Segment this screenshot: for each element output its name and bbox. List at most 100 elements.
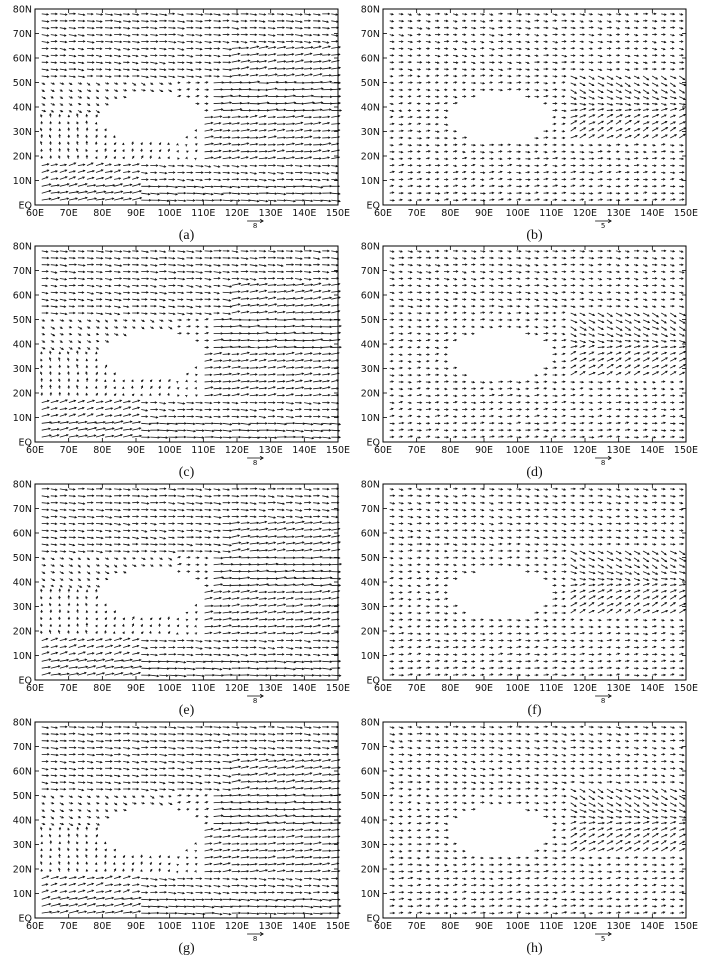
wind-vector [123, 68, 130, 71]
wind-vector [249, 129, 258, 132]
wind-vector [642, 127, 649, 132]
wind-vector-head [209, 33, 212, 37]
wind-vector [249, 41, 257, 43]
wind-vector-head [273, 52, 277, 56]
wind-vector-head [40, 127, 43, 131]
wind-vector-head [49, 147, 52, 151]
wind-vector-head [64, 169, 68, 172]
wind-vector-head [82, 13, 86, 17]
wind-vector-head [55, 54, 59, 57]
wind-vector-head [173, 41, 177, 44]
wind-vector [267, 34, 276, 37]
wind-vector-head [63, 54, 67, 57]
wind-vector-head [238, 94, 242, 98]
wind-vector-head [67, 127, 71, 130]
wind-vector-head [166, 199, 170, 203]
wind-vector-head [211, 135, 214, 138]
wind-vector-head [183, 199, 187, 203]
wind-vector-head [273, 27, 276, 30]
wind-vector-head [110, 170, 114, 173]
wind-vector-head [82, 163, 86, 166]
wind-vector-head [55, 26, 59, 29]
y-tick-label: 60N [361, 54, 380, 65]
wind-vector [41, 27, 49, 29]
wind-vector-head [229, 191, 232, 195]
wind-vector-head [81, 61, 85, 65]
wind-vector-head [202, 192, 206, 196]
wind-vector [59, 176, 68, 180]
wind-vector-head [76, 126, 79, 130]
wind-vector-head [283, 67, 287, 70]
wind-vector-head [112, 184, 116, 187]
wind-vector [276, 192, 286, 195]
wind-vector [249, 81, 260, 84]
wind-vector-head [190, 55, 194, 58]
wind-vector-head [73, 67, 77, 71]
wind-vector-head [91, 176, 95, 180]
wind-vector-head [192, 199, 196, 202]
wind-vector-head [175, 185, 179, 189]
wind-vector-head [102, 184, 106, 187]
wind-vector-head [79, 89, 82, 93]
wind-vector-head [100, 169, 104, 172]
wind-vector-head [247, 59, 251, 63]
wind-vector [642, 75, 649, 81]
wind-vector-head [127, 12, 131, 16]
wind-vector-head [91, 12, 94, 16]
wind-vector-head [146, 26, 150, 29]
wind-vector-head [176, 394, 180, 397]
wind-vector-head [211, 156, 214, 159]
wind-vector-head [58, 128, 62, 131]
wind-vector-head [172, 171, 176, 174]
wind-vector-head [124, 82, 127, 85]
wind-vector-head [256, 60, 260, 63]
wind-vector-head [95, 156, 98, 159]
wind-vector [231, 74, 241, 77]
wind-vector-head [48, 197, 52, 201]
wind-vector [267, 199, 277, 202]
wind-vector [267, 179, 275, 181]
wind-vector [141, 172, 148, 174]
wind-vector-head [138, 183, 142, 186]
wind-vector-head [55, 47, 58, 51]
wind-vector-head [199, 47, 203, 51]
wind-vector-head [101, 162, 104, 166]
wind-vector-head [118, 163, 122, 167]
wind-vector-head [94, 121, 98, 125]
wind-vector-head [228, 115, 231, 119]
wind-vector [186, 165, 193, 167]
wind-vector [204, 192, 213, 195]
wind-vector-head [64, 163, 68, 167]
wind-vector [240, 136, 250, 139]
wind-vector-head [208, 178, 212, 181]
wind-vector-head [146, 61, 149, 64]
wind-vector [204, 165, 211, 168]
wind-vector-head [236, 20, 240, 23]
wind-vector [41, 34, 49, 37]
wind-vector-head [265, 94, 269, 98]
wind-vector-head [63, 27, 67, 30]
wind-vector-head [135, 61, 139, 65]
wind-vector [114, 41, 122, 43]
wind-vector-head [115, 89, 119, 92]
wind-vector [213, 75, 220, 77]
wind-vector [213, 179, 221, 181]
wind-vector-head [100, 20, 103, 23]
wind-vector-head [79, 96, 83, 99]
wind-vector [249, 156, 258, 160]
wind-vector-head [155, 13, 159, 17]
wind-vector-head [183, 185, 187, 189]
wind-vector-head [181, 61, 185, 64]
wind-vector-head [263, 33, 267, 37]
wind-vector-head [145, 54, 148, 58]
wind-vector-head [90, 74, 94, 78]
wind-vector [68, 176, 76, 180]
wind-vector [159, 172, 167, 174]
wind-vector [114, 20, 122, 23]
wind-vector-head [155, 33, 159, 37]
wind-vector-head [176, 150, 179, 153]
wind-vector [159, 47, 167, 50]
wind-vector-head [274, 122, 277, 125]
wind-vector [86, 27, 95, 29]
wind-vector [177, 185, 186, 188]
